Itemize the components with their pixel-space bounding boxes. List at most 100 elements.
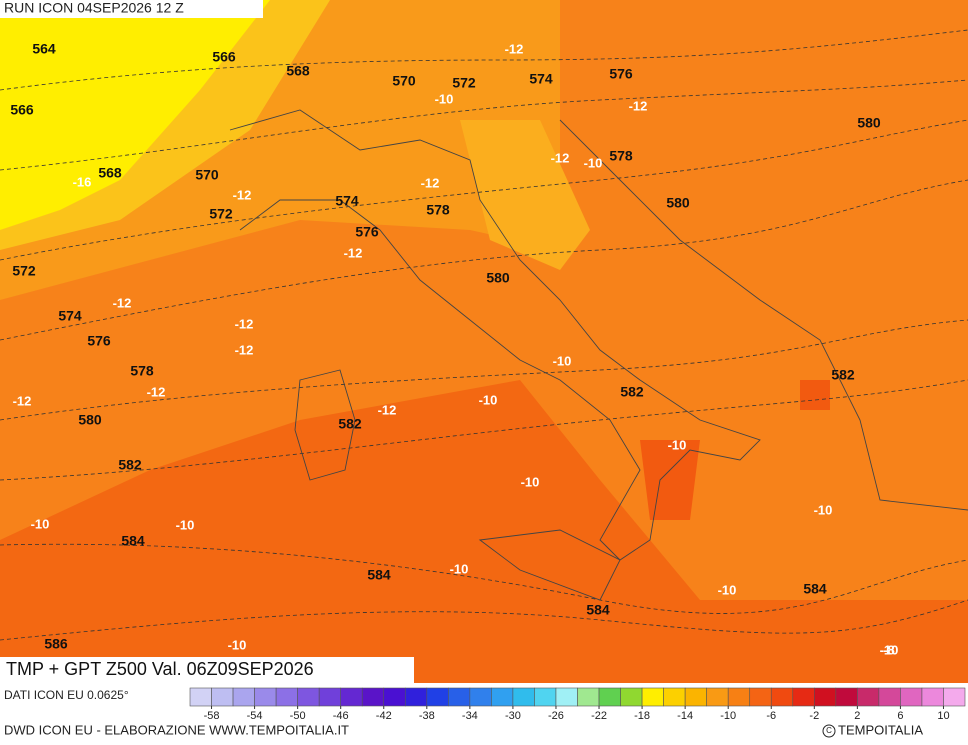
colorbar-swatch xyxy=(706,687,729,707)
gpt-label: 586 xyxy=(44,636,68,652)
gpt-label: 568 xyxy=(286,63,310,79)
colorbar-tick-label: -14 xyxy=(677,710,693,722)
colorbar-tick-label: -42 xyxy=(376,710,392,722)
credit-label: DWD ICON EU - ELABORAZIONE WWW.TEMPOITAL… xyxy=(4,722,349,737)
colorbar-tick-label: 6 xyxy=(897,710,903,722)
colorbar: -58 -54 -50 -46 -42 -38 -34 -30 -26 -22 -18 -14 -10-… xyxy=(189,687,966,722)
colorbar-tick-label: -34 xyxy=(462,710,478,722)
colorbar-swatch xyxy=(383,687,406,707)
temp-label: -12 xyxy=(13,393,32,408)
contour-labels: 564 566 568 570 572 574 576 566 580 568 570 572 574 5… xyxy=(10,41,898,658)
colorbar-tick-label: 10 xyxy=(937,710,949,722)
copyright-icon xyxy=(822,724,836,738)
colorbar-swatch xyxy=(770,687,794,707)
colorbar-tick-label: -6 xyxy=(766,710,776,722)
gpt-label: 576 xyxy=(355,224,379,240)
gpt-label: 574 xyxy=(335,193,359,209)
gpt-label: 582 xyxy=(118,457,142,473)
colorbar-tick-label: -30 xyxy=(505,710,521,722)
gpt-label: 578 xyxy=(130,363,154,379)
colorbar-swatch xyxy=(534,687,557,707)
colorbar-swatch xyxy=(189,687,212,707)
colorbar-tick-label: -54 xyxy=(247,710,263,722)
colorbar-swatch xyxy=(921,687,944,707)
temp-label: -12 xyxy=(505,41,524,56)
colorbar-swatch xyxy=(641,687,664,707)
gpt-label: 572 xyxy=(452,75,476,91)
colorbar-swatch xyxy=(900,687,923,707)
gpt-label: 576 xyxy=(87,333,111,349)
colorbar-tick-label: -50 xyxy=(290,710,306,722)
colorbar-swatch xyxy=(361,687,385,707)
temp-label: -10 xyxy=(814,502,833,517)
temp-label: -12 xyxy=(421,175,440,190)
colorbar-tick-label: -58 xyxy=(204,710,220,722)
temp-label: -12 xyxy=(378,402,397,417)
colorbar-swatch xyxy=(211,687,234,707)
brand-label: TEMPOITALIA xyxy=(838,722,923,737)
gpt-label: 582 xyxy=(831,367,855,383)
gpt-label: 572 xyxy=(12,263,36,279)
colorbar-swatch xyxy=(857,687,880,707)
gpt-label: 570 xyxy=(392,73,416,89)
gpt-label: 582 xyxy=(620,384,644,400)
temp-label: -10 xyxy=(668,437,687,452)
map-title: TMP + GPT Z500 Val. 06Z09SEP2026 xyxy=(6,659,314,679)
colorbar-swatch xyxy=(814,687,837,707)
temp-label: -10 xyxy=(880,642,899,657)
coastlines xyxy=(229,109,968,601)
gpt-label: 578 xyxy=(609,148,633,164)
temp-zone xyxy=(460,120,590,270)
colorbar-swatch xyxy=(275,687,298,707)
gpt-label: 576 xyxy=(609,66,633,82)
run-label: RUN ICON 04SEP2026 12 Z xyxy=(4,0,184,16)
colorbar-tick-label: -18 xyxy=(634,710,650,722)
temp-label: -12 xyxy=(235,342,254,357)
temp-label: -12 xyxy=(551,150,570,165)
temp-label: -12 xyxy=(113,295,132,310)
colorbar-swatch xyxy=(620,687,643,707)
temp-label: -8 xyxy=(883,642,895,657)
colorbar-swatch xyxy=(727,687,751,707)
colorbar-swatch xyxy=(943,687,966,707)
gpt-label: 574 xyxy=(58,308,82,324)
temp-label: -12 xyxy=(629,98,648,113)
colorbar-swatch xyxy=(835,687,858,707)
colorbar-swatch xyxy=(318,687,341,707)
gpt-label: 580 xyxy=(78,412,102,428)
temp-label: -10 xyxy=(435,91,454,106)
gpt-label: 584 xyxy=(586,602,610,618)
gpt-label: 584 xyxy=(367,567,391,583)
gpt-label: 584 xyxy=(121,533,145,549)
colorbar-swatch xyxy=(448,687,471,707)
gpt-label: 570 xyxy=(195,167,219,183)
temp-label: -10 xyxy=(521,474,540,489)
colorbar-swatch xyxy=(555,687,578,707)
colorbar-swatch xyxy=(792,687,815,707)
temp-label: -10 xyxy=(450,561,469,576)
colorbar-swatch xyxy=(340,687,363,707)
colorbar-tick-label: -2 xyxy=(809,710,819,722)
temp-label: -12 xyxy=(147,384,166,399)
colorbar-swatch xyxy=(491,687,514,707)
gpt-label: 582 xyxy=(338,416,362,432)
colorbar-tick-label: -10 xyxy=(720,710,736,722)
temp-label: -10 xyxy=(31,516,50,531)
colorbar-tick-label: -46 xyxy=(333,710,349,722)
gpt-label: 584 xyxy=(803,581,827,597)
temp-label: -16 xyxy=(73,174,92,189)
colorbar-swatch xyxy=(598,687,621,707)
temp-zone xyxy=(0,0,270,230)
temp-zone xyxy=(640,380,830,520)
copyright-c: C xyxy=(826,726,832,735)
colorbar-swatch xyxy=(512,687,535,707)
temp-label: -12 xyxy=(235,316,254,331)
temp-label: -10 xyxy=(718,582,737,597)
colorbar-tick-label: -26 xyxy=(548,710,564,722)
colorbar-swatch xyxy=(297,687,320,707)
colorbar-swatch xyxy=(878,687,901,707)
colorbar-swatch xyxy=(749,687,772,707)
gpt-label: 566 xyxy=(10,102,34,118)
